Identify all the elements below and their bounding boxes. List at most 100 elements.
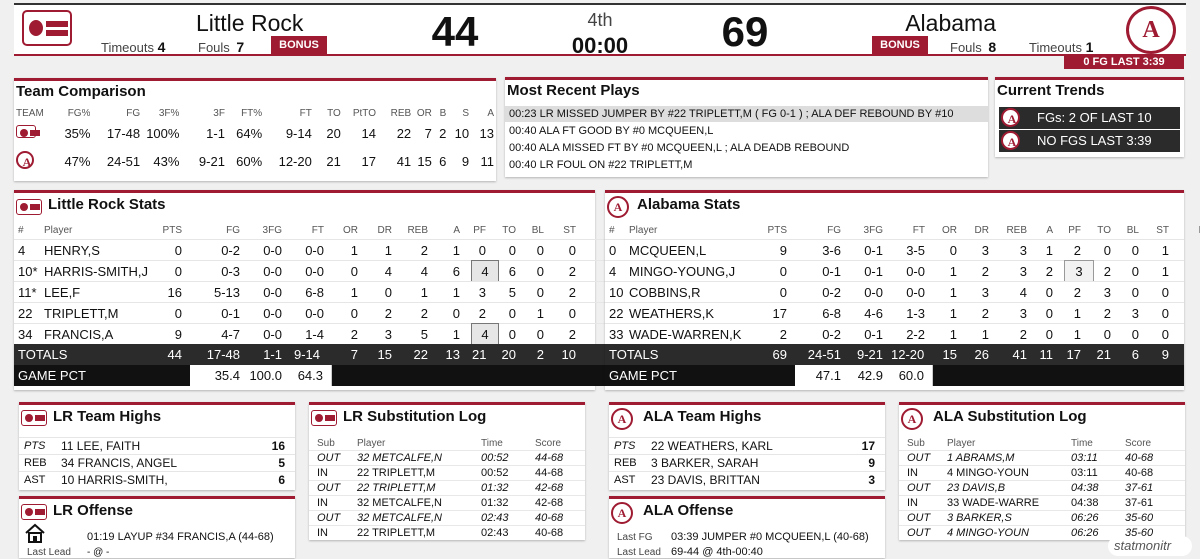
sub-log-row[interactable]: OUT 22 TRIPLETT,M 01:32 42-68 <box>309 480 585 495</box>
stat-cell: 9 <box>779 243 787 258</box>
stat-cell: 43% <box>153 153 180 169</box>
stat-cell: 10 <box>454 125 470 141</box>
play-item[interactable]: 00:23 LR MISSED JUMPER BY #22 TRIPLETT,M… <box>505 106 988 122</box>
stat-cell: 24-51 <box>106 153 141 169</box>
alabama-logo-icon <box>1001 131 1021 151</box>
sub-log-header-cell: Sub <box>907 437 925 449</box>
stat-cell: 10 <box>609 285 624 300</box>
stats-header-cell: FG <box>827 225 841 236</box>
sub-log-row[interactable]: OUT 23 DAVIS,B 04:38 37-61 <box>899 480 1185 495</box>
trend-item: NO FGS LAST 3:39 <box>999 130 1180 152</box>
stat-cell: 5 <box>508 285 516 300</box>
stat-cell: 4 <box>18 243 26 258</box>
lr-offense-panel: LR Offense 01:19 LAYUP #34 FRANCIS,A (44… <box>19 496 295 558</box>
sub-type: IN <box>317 467 328 479</box>
stat-cell: 1 <box>350 285 358 300</box>
player-name: 11 LEE, FAITH <box>61 439 141 453</box>
stat-cell: 0 <box>1045 327 1053 342</box>
sub-log-row[interactable]: OUT 3 BARKER,S 06:26 35-60 <box>899 510 1185 525</box>
away-fouls-label: Fouls <box>950 40 982 55</box>
period: 4th <box>587 10 613 30</box>
sub-player: 4 MINGO-YOUN <box>947 467 1029 479</box>
lr-team-highs-panel: LR Team Highs PTS 11 LEE, FAITH 16 REB 34 FR… <box>19 402 295 490</box>
stats-header-cell: PF <box>473 225 486 236</box>
alabama-logo-icon <box>1001 108 1021 128</box>
stat-cell: 64% <box>236 125 263 141</box>
team-high-row[interactable]: PTS 11 LEE, FAITH 16 <box>19 437 295 454</box>
stat-value: 9 <box>868 456 875 470</box>
sub-type: OUT <box>907 452 931 464</box>
stat-cell: WEATHERS,K <box>629 306 714 321</box>
sub-log-row[interactable]: OUT 32 METCALFE,N 02:43 40-68 <box>309 510 585 525</box>
stat-cell: 13 <box>479 125 494 141</box>
away-team-logo: A <box>1126 6 1176 54</box>
away-timeouts-label: Timeouts <box>1029 40 1082 55</box>
sub-log-row[interactable]: IN 4 MINGO-YOUN 03:11 40-68 <box>899 465 1185 480</box>
stat-cell: 2-2 <box>906 327 925 342</box>
totals-cell: 15 <box>942 347 957 362</box>
stat-cell: 0 <box>1045 306 1053 321</box>
player-row[interactable]: 10*HARRIS-SMITH,J00-30-00-00446460238 <box>14 260 635 282</box>
stat-cell: 0-1 <box>221 306 240 321</box>
stat-cell: 3 <box>1019 264 1027 279</box>
stat-cell: 2 <box>439 125 447 141</box>
stat-cell: 21 <box>326 153 341 169</box>
sub-log-row[interactable]: IN 22 TRIPLETT,M 00:52 44-68 <box>309 465 585 480</box>
stat-cell: 0-1 <box>864 264 883 279</box>
stat-cell: 4 <box>471 260 499 282</box>
stat-cell: 4 <box>384 264 392 279</box>
sub-log-header-cell: Time <box>481 437 503 449</box>
stat-cell: 0 <box>536 243 544 258</box>
alabama-logo-icon <box>611 408 633 430</box>
stat-cell: 3 <box>1019 306 1027 321</box>
stat-category: PTS <box>24 440 46 452</box>
al-offense-panel: ALA Offense Last FG 03:39 JUMPER #0 MCQU… <box>609 496 885 558</box>
team-high-row[interactable]: AST 23 DAVIS, BRITTAN 3 <box>609 471 885 488</box>
sub-log-row[interactable]: IN 32 METCALFE,N 01:32 42-68 <box>309 495 585 510</box>
totals-row: TOTALS 44 17-48 1-1 9-14 7 15 22 13 21 20 2 10 <box>14 344 635 365</box>
totals-cell: 41 <box>1012 347 1027 362</box>
stat-cell: 0-2 <box>822 285 841 300</box>
sub-log-row[interactable]: IN 33 WADE-WARRE 04:38 37-61 <box>899 495 1185 510</box>
stats-header-row: # Player PTS FG 3FG FT OR DR REB A PF TO BL ST MIN <box>605 222 1200 239</box>
stat-cell: 1 <box>452 243 460 258</box>
sub-log-row[interactable]: OUT 4 MINGO-YOUN 06:26 35-60 <box>899 525 1185 540</box>
stat-category: REB <box>614 457 637 469</box>
player-name: 34 FRANCIS, ANGEL <box>61 456 178 470</box>
team-high-row[interactable]: REB 34 FRANCIS, ANGEL 5 <box>19 454 295 471</box>
game-pct-label: GAME PCT <box>609 368 677 383</box>
stat-cell: 1 <box>536 306 544 321</box>
stat-cell: 1-1 <box>206 125 225 141</box>
al-team-highs-title: ALA Team Highs <box>643 408 762 425</box>
header-ft-pct: FT% <box>241 108 263 119</box>
sub-log-row[interactable]: IN 22 TRIPLETT,M 02:43 40-68 <box>309 525 585 540</box>
sub-log-row[interactable]: OUT 32 METCALFE,N 00:52 44-68 <box>309 450 585 465</box>
al-sub-log-panel: ALA Substitution Log SubPlayerTimeScoreO… <box>899 402 1185 540</box>
play-item[interactable]: 00:40 ALA MISSED FT BY #0 MCQUEEN,L ; AL… <box>509 142 850 154</box>
sub-log-row[interactable]: OUT 1 ABRAMS,M 03:11 40-68 <box>899 450 1185 465</box>
team-high-row[interactable]: REB 3 BARKER, SARAH 9 <box>609 454 885 471</box>
stat-cell: 33 <box>609 327 624 342</box>
stat-cell: 12-20 <box>278 153 312 169</box>
away-timeouts: Timeouts 1 <box>1029 39 1093 55</box>
home-icon[interactable] <box>24 523 46 543</box>
stats-header-cell: A <box>1046 225 1053 236</box>
sub-time: 01:32 <box>481 482 509 494</box>
play-item[interactable]: 00:40 ALA FT GOOD BY #0 MCQUEEN,L <box>509 125 714 137</box>
stat-cell: 1 <box>981 327 989 342</box>
away-fg-alert: 0 FG LAST 3:39 <box>1064 55 1184 69</box>
play-item[interactable]: 00:40 LR FOUL ON #22 TRIPLETT,M <box>509 159 693 171</box>
sub-log-header-row: Sub Player Time Score <box>899 436 1185 450</box>
team-high-row[interactable]: PTS 22 WEATHERS, KARL 17 <box>609 437 885 454</box>
team-high-row[interactable]: AST 10 HARRIS-SMITH, 6 <box>19 471 295 488</box>
header-team: TEAM <box>16 108 44 119</box>
